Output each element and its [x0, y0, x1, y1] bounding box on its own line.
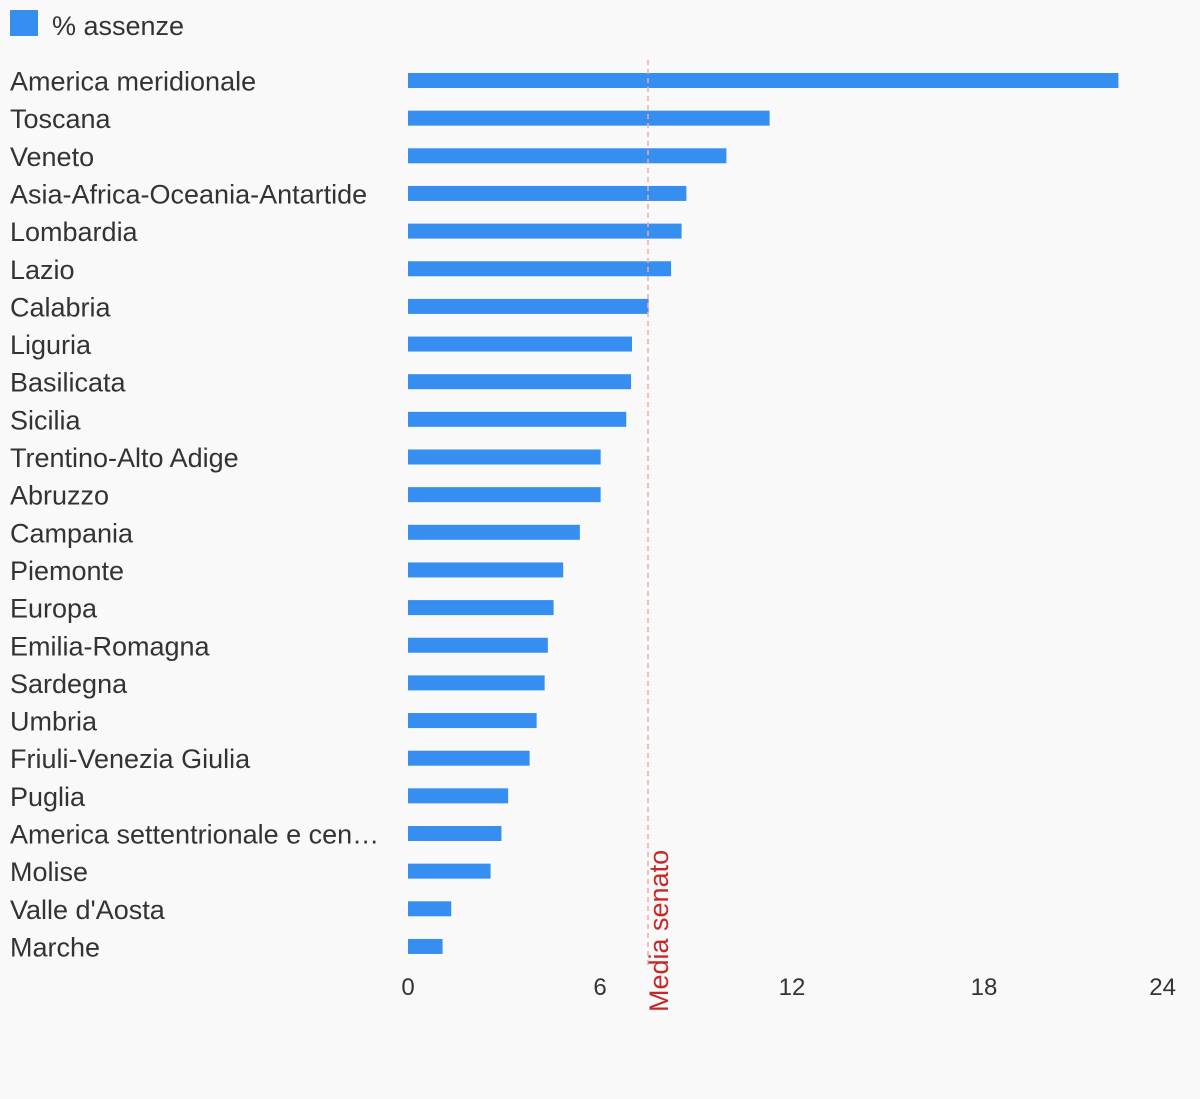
bar	[408, 863, 491, 879]
x-tick-label: 24	[1149, 974, 1176, 1001]
bar	[408, 562, 564, 578]
category-label: Puglia	[10, 782, 86, 812]
bar	[408, 73, 1119, 88]
bars	[408, 73, 1119, 954]
bar	[408, 826, 502, 841]
category-label: Molise	[10, 857, 88, 887]
category-label: Sardegna	[10, 669, 128, 699]
bar	[408, 600, 554, 616]
category-label: Friuli-Venezia Giulia	[10, 744, 251, 774]
x-tick-label: 12	[779, 974, 806, 1001]
bar	[408, 750, 530, 766]
category-label: Sicilia	[10, 405, 82, 435]
category-label: Trentino-Alto Adige	[10, 443, 239, 473]
bar	[408, 411, 627, 427]
bar	[408, 675, 545, 691]
category-label: America settentrionale e cen…	[10, 820, 379, 850]
category-label: Asia-Africa-Oceania-Antartide	[10, 179, 367, 209]
category-label: Veneto	[10, 142, 94, 172]
bar	[408, 713, 537, 729]
category-label: Lombardia	[10, 217, 139, 247]
legend-label: % assenze	[52, 11, 184, 41]
category-label: Calabria	[10, 292, 112, 322]
bar	[408, 148, 727, 164]
category-label: Marche	[10, 932, 100, 962]
category-label: Basilicata	[10, 368, 127, 398]
category-label: America meridionale	[10, 67, 256, 97]
bar	[408, 938, 443, 954]
category-label: Lazio	[10, 255, 75, 285]
reference-line-label: Media senato	[644, 850, 674, 1012]
bar	[408, 223, 682, 239]
bar	[408, 185, 687, 201]
bar	[408, 487, 601, 503]
bar	[408, 449, 601, 465]
category-label: Campania	[10, 518, 134, 548]
category-label: Umbria	[10, 707, 98, 737]
legend: % assenze	[10, 10, 184, 41]
x-axis: 0 6 12 18 24	[401, 974, 1176, 1001]
x-tick-label: 6	[593, 974, 606, 1001]
bar	[408, 637, 548, 653]
bar	[408, 298, 649, 314]
category-label: Emilia-Romagna	[10, 631, 211, 661]
category-label: Liguria	[10, 330, 92, 360]
category-label: Europa	[10, 594, 98, 624]
category-label: Abruzzo	[10, 481, 109, 511]
legend-swatch	[10, 10, 38, 36]
x-tick-label: 0	[401, 974, 414, 1001]
bar	[408, 524, 580, 540]
category-labels: America meridionale Toscana Veneto Asia-Afr…	[10, 67, 379, 963]
reference-line-group: Media senato	[644, 60, 674, 1012]
bar	[408, 788, 509, 804]
bar	[408, 261, 672, 277]
bar	[408, 110, 770, 126]
bar	[408, 901, 452, 917]
category-label: Valle d'Aosta	[10, 895, 166, 925]
category-label: Toscana	[10, 104, 112, 134]
category-label: Piemonte	[10, 556, 124, 586]
bar	[408, 336, 632, 352]
x-tick-label: 18	[971, 974, 998, 1001]
bar	[408, 374, 632, 390]
